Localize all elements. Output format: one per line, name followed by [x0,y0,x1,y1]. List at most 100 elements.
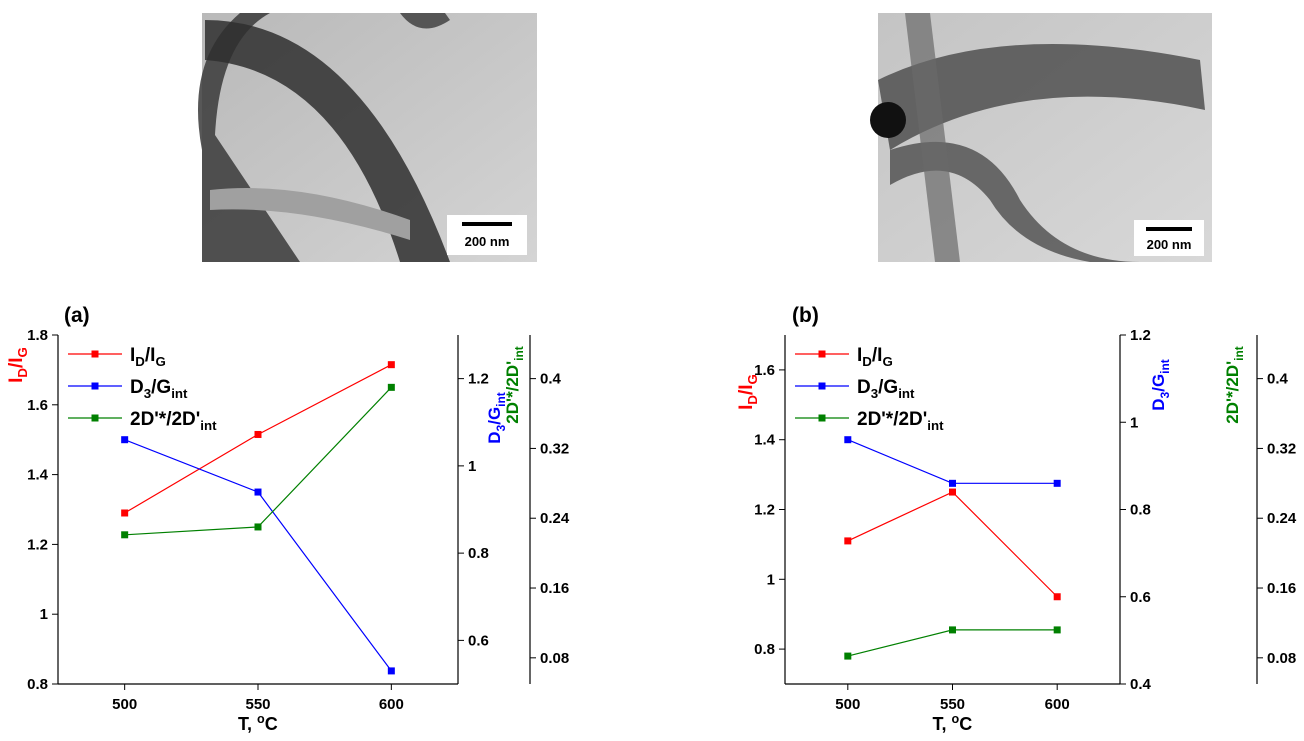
y2ticks-label: 1 [468,458,476,475]
x-axis-title-part: T, [238,714,257,734]
yticks-label: 1.2 [27,536,48,553]
series-line [848,440,1057,484]
legend-label-part: D [857,377,871,398]
series-line [125,440,392,671]
y2-axis-title-part: int [1158,359,1172,374]
legend-marker [92,415,99,422]
y2-axis-title-part: D [485,431,504,443]
x-tick-label: 600 [379,696,404,713]
y3ticks-label: 0.4 [540,371,562,388]
y2-axis-title-part: /G [1149,374,1168,392]
y2ticks-label: 0.4 [1130,676,1152,693]
y-axis-title: ID/IG [736,374,760,410]
yticks-label: 0.8 [27,676,48,693]
panel-label: (a) [64,304,90,327]
y3ticks-label: 0.08 [1267,650,1296,667]
marker [121,436,128,443]
y3ticks-label: 0.16 [540,580,569,597]
marker [388,384,395,391]
y-axis-title-part: /I [6,357,27,368]
y3ticks-label: 0.16 [1267,580,1296,597]
y3-axis-title: 2D'*/2D'int [1223,346,1246,423]
x-axis-title: T, oC [933,712,973,734]
y2ticks-label: 1.2 [468,371,489,388]
yticks-label: 0.8 [754,641,775,658]
marker [121,531,128,538]
yticks-label: 1 [767,571,775,588]
legend-label: D3/Gint [857,377,915,401]
panel-label: (b) [792,304,819,327]
yticks-label: 1 [40,606,48,623]
legend-label-part: D [130,377,144,398]
marker [121,509,128,516]
x-axis-title-part: T, [933,714,952,734]
legend-label-part: 2D'*/2D' [857,409,927,430]
y3ticks-label: 0.24 [540,510,570,527]
yticks-label: 1.6 [27,397,48,414]
y3ticks-label: 0.32 [1267,440,1296,457]
legend-label-part: int [200,418,217,433]
marker [255,431,262,438]
legend-label: 2D'*/2D'int [130,409,217,433]
x-axis-title-part: C [959,714,972,734]
legend-label-part: 2D'*/2D' [130,409,200,430]
legend-label: 2D'*/2D'int [857,409,944,433]
yticks-label: 1.4 [754,432,776,449]
legend-label-part: /I [145,345,156,366]
yticks-label: 1.2 [754,502,775,519]
scale-bar-label: 200 nm [465,234,510,249]
y-axis-title: ID/IG [6,347,30,383]
legend-marker [92,351,99,358]
marker [1054,626,1061,633]
marker [844,436,851,443]
legend-marker [819,383,826,390]
legend-label: ID/IG [857,345,893,369]
legend-marker [92,383,99,390]
series-line [848,492,1057,597]
y3-axis-title-part: 2D'*/2D' [503,361,522,424]
legend-label: D3/Gint [130,377,188,401]
x-tick-label: 550 [940,696,965,713]
y2-axis-title-part: /G [485,407,504,425]
marker [949,626,956,633]
legend-label-part: G [155,354,165,369]
legend-label-part: 3 [871,386,878,401]
yticks-label: 1.8 [27,327,48,344]
yticks-label: 1.4 [27,467,49,484]
tem-image-a: 200 nm [198,13,537,262]
legend-label-part: int [898,386,915,401]
figure: 200 nm 200 nm (a) 500 550 600 T, oC 0.8 1 1.2 1.… [0,0,1304,736]
legend-label-part: /G [151,377,171,398]
series-line [848,630,1057,656]
y3-axis-title-part: int [512,346,526,361]
marker [949,489,956,496]
legend-label-part: /G [878,377,898,398]
marker [844,537,851,544]
legend-label: ID/IG [130,345,166,369]
marker [255,489,262,496]
y2ticks-label: 0.8 [468,545,489,562]
y2-axis-title-part: D [1149,398,1168,410]
legend-label-part: D [135,354,145,369]
y2ticks-label: 1.2 [1130,327,1151,344]
y2-axis-title: D3/Gint [1149,359,1172,410]
legend-label-part: /I [872,345,883,366]
x-tick-label: 500 [835,696,860,713]
y3ticks-label: 0.32 [540,440,569,457]
legend-label-part: int [927,418,944,433]
y3-axis-title-part: 2D'*/2D' [1223,361,1242,424]
x-tick-label: 550 [245,696,270,713]
x-axis-title: T, oC [238,712,278,734]
legend-label-part: int [171,386,188,401]
marker [1054,593,1061,600]
y-axis-title-part: D [745,395,760,405]
y-axis-title-part: G [15,347,30,357]
y3-axis-title-part: int [1232,346,1246,361]
y3ticks-label: 0.24 [1267,510,1297,527]
marker [388,667,395,674]
y-axis-title-part: G [745,374,760,384]
legend-label-part: G [882,354,892,369]
y2ticks-label: 1 [1130,414,1138,431]
scale-bar-label: 200 nm [1147,237,1192,252]
marker [844,653,851,660]
